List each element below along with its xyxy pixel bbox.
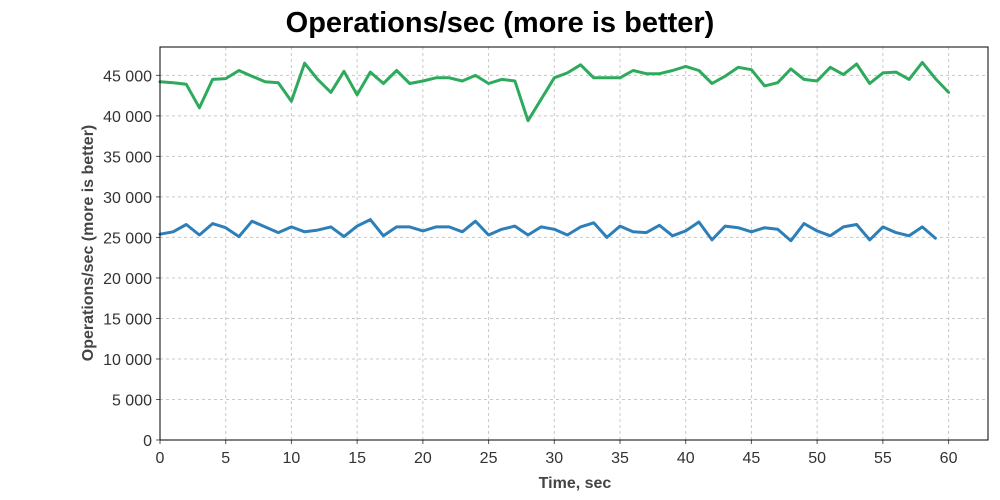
x-tick-label: 5 [221,450,230,467]
x-tick-label: 50 [808,450,826,467]
x-axis-label: Time, sec [539,475,612,492]
y-tick-label: 10 000 [103,352,152,369]
x-tick-label: 0 [156,450,165,467]
plot-area [159,46,989,441]
x-tick-label: 30 [545,450,563,467]
x-tick-label: 15 [348,450,366,467]
x-tick-label: 20 [414,450,432,467]
y-tick-label: 20 000 [103,271,152,288]
x-tick-label: 45 [743,450,761,467]
chart-title: Operations/sec (more is better) [286,7,715,39]
x-tick-label: 35 [611,450,629,467]
y-tick-label: 40 000 [103,109,152,126]
y-axis-label: Operations/sec (more is better) [80,125,97,362]
y-tick-label: 0 [143,433,152,450]
y-tick-label: 5 000 [112,392,152,409]
y-tick-label: 45 000 [103,68,152,85]
y-tick-label: 35 000 [103,149,152,166]
x-axis-ticks: 0 5 10 15 20 25 30 35 40 45 50 55 60 [156,440,958,467]
x-tick-label: 55 [874,450,892,467]
grid [160,47,988,440]
y-tick-label: 30 000 [103,190,152,207]
y-axis-ticks: 0 5 000 10 000 15 000 20 000 25 000 30 000 35 0… [103,68,160,450]
y-tick-label: 15 000 [103,311,152,328]
series-line-2 [158,218,937,243]
x-tick-label: 10 [283,450,301,467]
x-tick-label: 25 [480,450,498,467]
y-tick-label: 25 000 [103,230,152,247]
series-line-1 [158,60,951,123]
x-tick-label: 40 [677,450,695,467]
series-group [158,60,951,243]
x-tick-label: 60 [940,450,958,467]
